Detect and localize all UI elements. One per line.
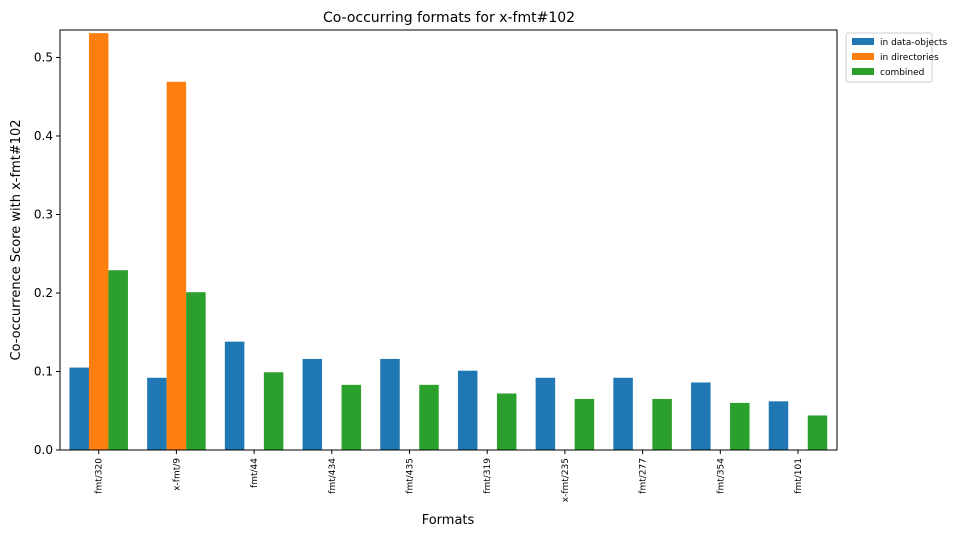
bar-in-data-objects-fmt-101 — [768, 401, 789, 450]
bar-in-data-objects-fmt-277 — [613, 377, 633, 450]
x-tick-label: x-fmt/9 — [172, 458, 182, 491]
bar-in-directories-x-fmt-9 — [166, 81, 187, 450]
x-tick-label: fmt/434 — [328, 458, 338, 494]
legend-swatch — [852, 68, 874, 75]
plot-frame — [59, 29, 838, 451]
y-tick-label: 0.3 — [34, 207, 53, 221]
bar-in-data-objects-x-fmt-9 — [147, 377, 167, 450]
legend-swatch — [852, 38, 874, 45]
x-tick-label: fmt/101 — [794, 458, 804, 494]
y-tick-label: 0.2 — [34, 286, 53, 300]
bar-combined-x-fmt-9 — [186, 292, 206, 450]
y-axis-label: Co-occurrence Score with x-fmt#102 — [9, 119, 24, 360]
bar-in-data-objects-fmt-354 — [691, 382, 711, 450]
bars-layer — [69, 33, 828, 450]
y-tick-label: 0.1 — [34, 364, 53, 378]
bar-in-data-objects-fmt-44 — [224, 341, 245, 450]
bar-combined-fmt-434 — [341, 384, 362, 450]
y-tick-label: 0.5 — [34, 50, 53, 64]
legend-swatch — [852, 53, 874, 60]
y-axis: 0.0 0.1 0.2 0.3 0.4 0.5 — [34, 50, 60, 457]
bar-combined-fmt-320 — [108, 270, 128, 450]
y-tick-label: 0.4 — [34, 129, 53, 143]
bar-in-data-objects-fmt-434 — [302, 358, 323, 450]
legend: in data-objects in directories combined — [845, 32, 947, 83]
bar-combined-fmt-101 — [807, 415, 828, 450]
x-tick-label: fmt/354 — [716, 458, 726, 494]
x-tick-label: fmt/435 — [406, 458, 416, 494]
bar-in-data-objects-fmt-320 — [69, 367, 89, 450]
x-axis-label: Formats — [422, 513, 475, 528]
legend-label: combined — [880, 68, 924, 78]
legend-label: in directories — [880, 53, 939, 63]
bar-in-data-objects-fmt-435 — [380, 358, 400, 450]
chart-title: Co-occurring formats for x-fmt#102 — [323, 10, 575, 26]
x-tick-label: fmt/320 — [95, 458, 105, 494]
bar-in-directories-fmt-320 — [88, 33, 109, 450]
bar-combined-x-fmt-235 — [574, 398, 595, 450]
x-tick-label: fmt/319 — [483, 458, 493, 494]
bar-in-data-objects-x-fmt-235 — [535, 377, 556, 450]
bar-combined-fmt-435 — [419, 384, 439, 450]
bar-combined-fmt-354 — [730, 402, 750, 450]
bar-in-data-objects-fmt-319 — [457, 370, 478, 450]
x-tick-label: x-fmt/235 — [561, 458, 571, 502]
x-tick-label: fmt/277 — [639, 458, 649, 494]
bar-combined-fmt-319 — [496, 393, 517, 450]
bar-combined-fmt-44 — [263, 372, 284, 450]
bar-combined-fmt-277 — [652, 398, 672, 450]
x-axis: fmt/320 x-fmt/9 fmt/44 fmt/434 fmt/435 fmt/31… — [95, 450, 804, 502]
x-tick-label: fmt/44 — [250, 458, 260, 488]
legend-label: in data-objects — [880, 38, 947, 48]
y-tick-label: 0.0 — [34, 443, 53, 457]
